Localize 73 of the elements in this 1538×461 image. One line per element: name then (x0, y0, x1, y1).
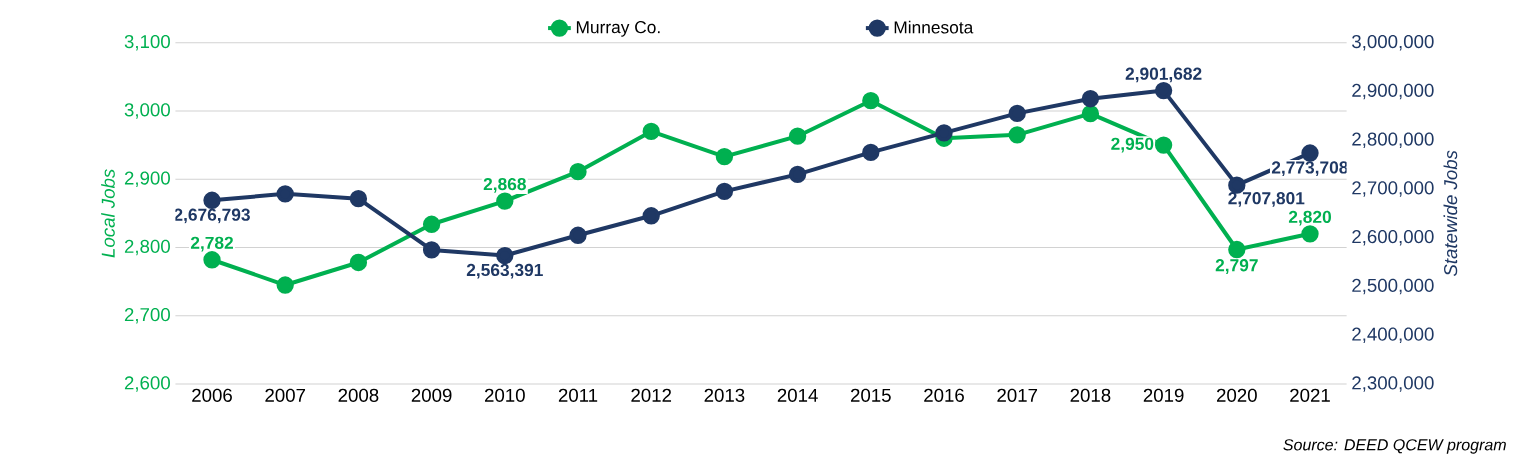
data-label: 2,676,793 (174, 208, 250, 224)
point (1008, 126, 1026, 144)
y2-axis-title: Statewide Jobs (1443, 150, 1458, 277)
point (1228, 240, 1246, 259)
point (862, 143, 880, 162)
data-label: 2,901,682 (1125, 67, 1202, 83)
point (1301, 144, 1319, 162)
x-tick-label: 2013 (704, 388, 745, 402)
legend-label: Murray Co. (576, 21, 660, 37)
y-tick-label: 2,600 (124, 376, 170, 392)
x-tick-label: 2018 (1070, 388, 1111, 402)
x-tick-label: 2020 (1216, 388, 1257, 402)
point (1081, 105, 1100, 123)
y-tick-label: 2,800 (124, 239, 170, 256)
legend-label: Minnesota (894, 20, 974, 34)
point (422, 215, 441, 233)
point (496, 192, 514, 210)
y2-tick-label: 2,400,000 (1352, 327, 1434, 343)
data-label: 2,563,391 (466, 263, 543, 279)
x-tick-label: 2011 (558, 388, 598, 402)
x-tick-label: 2008 (338, 388, 379, 402)
point (1154, 136, 1173, 154)
x-tick-label: 2007 (265, 388, 306, 402)
point (715, 148, 734, 166)
x-tick-label: 2012 (631, 388, 672, 402)
x-tick-label: 2021 (1290, 388, 1330, 402)
point (422, 241, 441, 259)
point (569, 226, 587, 244)
y2-tick-label: 2,700,000 (1352, 181, 1434, 197)
point (788, 165, 807, 183)
data-label: 2,707,801 (1228, 192, 1305, 207)
point (715, 182, 734, 201)
x-tick-label: 2009 (411, 388, 452, 402)
y2-tick-label: 2,600,000 (1352, 229, 1434, 246)
x-tick-label: 2017 (997, 388, 1038, 402)
point (862, 92, 880, 110)
point (1301, 225, 1319, 243)
x-tick-label: 2019 (1143, 388, 1184, 402)
x-tick-label: 2010 (484, 388, 525, 402)
y-tick-label: 2,700 (124, 308, 170, 324)
x-tick-label: 2016 (924, 388, 964, 402)
point (203, 191, 221, 209)
x-tick-label: 2015 (850, 388, 891, 402)
point (276, 276, 294, 294)
y-tick-label: 3,000 (124, 103, 170, 119)
y2-tick-label: 2,300,000 (1352, 376, 1434, 392)
point (788, 127, 807, 145)
data-label: 2,773,708 (1271, 161, 1348, 177)
y2-tick-label: 2,900,000 (1352, 83, 1434, 100)
data-label: 2,782 (190, 236, 233, 252)
data-label: 2,950 (1111, 137, 1154, 153)
point (349, 190, 368, 208)
y-tick-label: 3,100 (124, 34, 170, 51)
data-label: 2,820 (1288, 210, 1331, 226)
data-label: 2,797 (1215, 259, 1258, 274)
point (349, 253, 368, 272)
y2-tick-label: 2,500,000 (1352, 278, 1434, 295)
source-note: Source: DEED QCEW program (1283, 439, 1506, 454)
point (276, 185, 294, 203)
point (1081, 90, 1100, 108)
point (642, 207, 660, 225)
y-axis-title: Local Jobs (101, 169, 115, 258)
point (642, 122, 660, 141)
point (1008, 104, 1026, 123)
point (569, 163, 587, 181)
y2-tick-label: 3,000,000 (1352, 34, 1434, 51)
y2-tick-label: 2,800,000 (1352, 132, 1434, 148)
data-label: 2,868 (483, 177, 526, 193)
x-tick-label: 2014 (777, 388, 818, 402)
x-tick-label: 2006 (192, 388, 232, 402)
point (203, 251, 221, 269)
point (935, 124, 953, 142)
y-tick-label: 2,900 (124, 171, 170, 187)
